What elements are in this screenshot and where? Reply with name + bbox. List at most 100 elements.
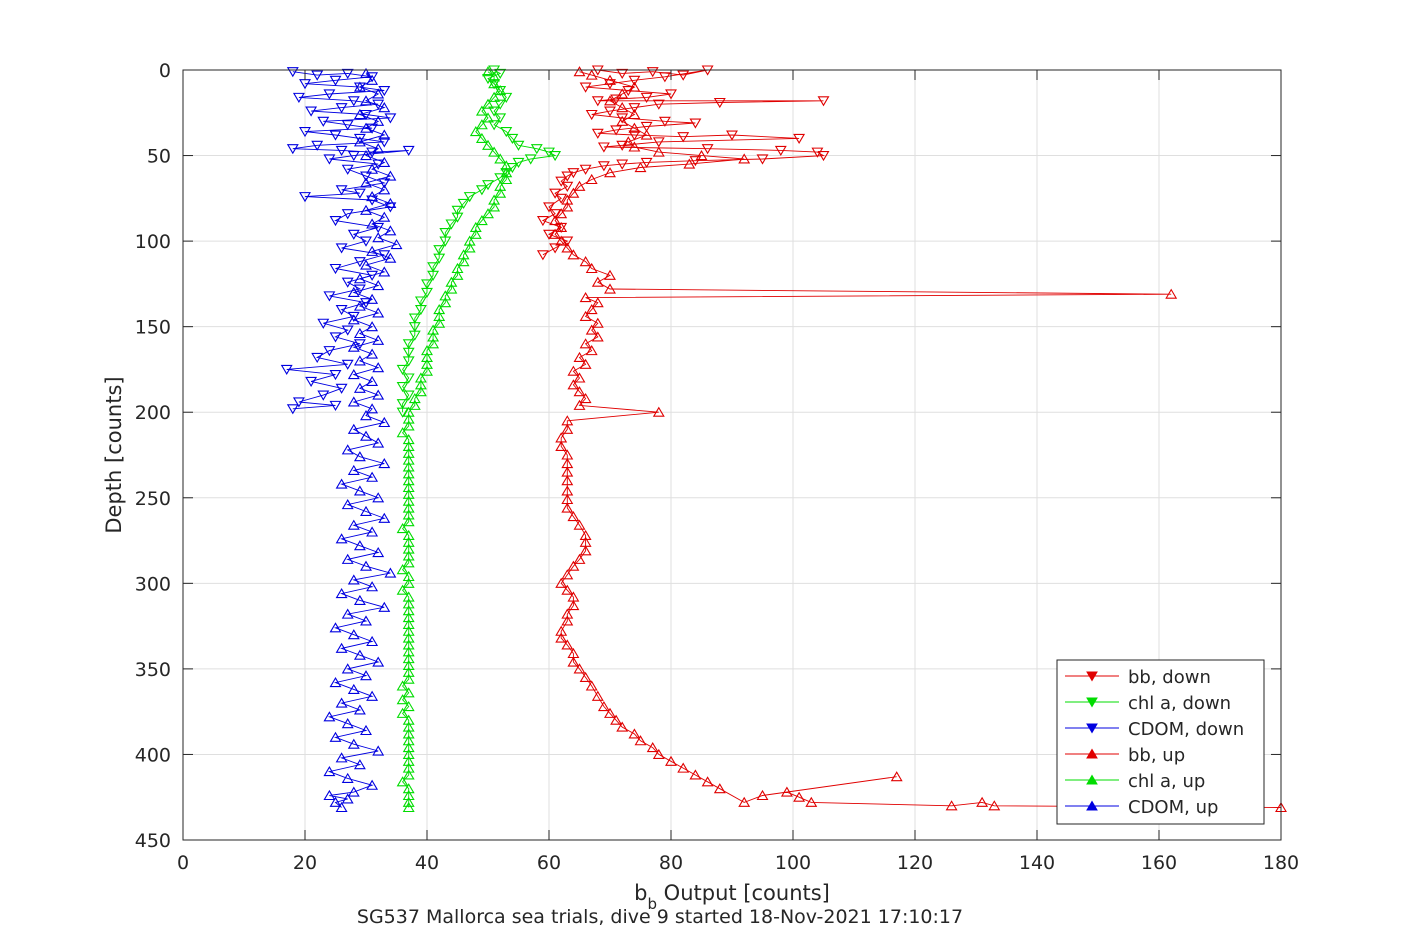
- data-point: [402, 700, 415, 712]
- data-point: [640, 92, 653, 103]
- data-point: [329, 332, 342, 343]
- data-point: [329, 263, 342, 275]
- y-tick-label: 50: [147, 146, 171, 168]
- data-point: [402, 440, 415, 451]
- data-point: [360, 670, 372, 681]
- data-point: [286, 404, 299, 415]
- data-point: [579, 82, 592, 93]
- data-point: [402, 605, 415, 616]
- data-point: [378, 416, 391, 428]
- data-point: [488, 146, 501, 157]
- data-point: [329, 796, 342, 807]
- data-point: [561, 584, 574, 595]
- x-tick-label: 140: [1019, 852, 1055, 874]
- data-point: [402, 420, 415, 431]
- data-point: [402, 591, 415, 602]
- data-point: [555, 208, 568, 219]
- data-point: [652, 137, 665, 148]
- data-point: [494, 187, 507, 198]
- data-point: [335, 533, 348, 544]
- data-point: [561, 171, 574, 182]
- data-point: [567, 187, 580, 198]
- data-point: [488, 71, 501, 82]
- data-point: [360, 149, 372, 161]
- data-point: [402, 447, 415, 458]
- data-point: [585, 303, 598, 315]
- data-point: [793, 133, 806, 145]
- data-point: [402, 755, 415, 766]
- data-point: [347, 738, 360, 749]
- data-point: [341, 553, 354, 564]
- data-point: [549, 214, 562, 226]
- data-point: [402, 748, 415, 759]
- data-point: [536, 250, 549, 261]
- data-point: [360, 236, 372, 247]
- data-point: [341, 164, 354, 175]
- data-point: [372, 389, 385, 400]
- data-point: [597, 700, 610, 712]
- data-point: [341, 68, 354, 80]
- data-point: [463, 235, 476, 246]
- data-point: [353, 133, 366, 145]
- data-point: [421, 287, 433, 299]
- data-point: [402, 413, 415, 424]
- data-point: [335, 697, 348, 708]
- data-point: [482, 112, 494, 123]
- x-axis-label: bb Output [counts]: [634, 881, 830, 913]
- data-point: [372, 437, 385, 448]
- data-point: [628, 103, 641, 114]
- data-point: [353, 355, 366, 366]
- data-point: [311, 352, 324, 364]
- legend-label: bb, up: [1128, 745, 1185, 766]
- data-point: [305, 106, 318, 117]
- data-point: [396, 564, 409, 575]
- data-point: [408, 313, 421, 324]
- data-point: [323, 765, 336, 777]
- data-point: [677, 762, 690, 773]
- data-point: [347, 574, 360, 585]
- data-point: [329, 731, 342, 742]
- data-point: [628, 75, 641, 86]
- data-point: [360, 259, 372, 270]
- data-point: [445, 219, 458, 230]
- data-point: [421, 365, 433, 376]
- data-point: [665, 755, 677, 766]
- data-point: [408, 392, 421, 404]
- data-point: [427, 262, 440, 273]
- data-point: [347, 464, 360, 475]
- data-point: [402, 145, 415, 157]
- data-point: [366, 403, 379, 414]
- data-point: [402, 659, 415, 671]
- x-tick-label: 20: [293, 852, 317, 874]
- data-point: [396, 584, 409, 595]
- data-point: [567, 249, 580, 260]
- data-point: [341, 499, 354, 510]
- data-point: [689, 769, 702, 780]
- data-point: [396, 707, 409, 718]
- data-point: [402, 639, 415, 650]
- data-point: [555, 235, 568, 246]
- data-point: [567, 511, 580, 522]
- data-point: [500, 92, 513, 103]
- legend: bb, down chl a, down CDOM, down bb, up chl a…: [1056, 659, 1265, 825]
- data-point: [421, 345, 433, 356]
- data-point: [457, 256, 470, 267]
- data-point: [463, 192, 476, 203]
- data-point: [323, 346, 336, 357]
- data-point: [616, 88, 629, 99]
- data-point: [604, 283, 616, 294]
- data-point: [378, 178, 391, 189]
- data-point: [408, 399, 421, 410]
- data-point: [665, 89, 677, 100]
- data-point: [512, 140, 525, 151]
- data-point: [579, 529, 592, 540]
- data-point: [414, 296, 427, 307]
- data-point: [341, 277, 354, 288]
- data-point: [402, 373, 415, 384]
- data-point: [555, 625, 568, 636]
- data-point: [353, 273, 366, 284]
- data-point: [402, 475, 415, 486]
- data-point: [890, 771, 903, 782]
- legend-box: [1056, 659, 1265, 825]
- data-point: [329, 75, 342, 86]
